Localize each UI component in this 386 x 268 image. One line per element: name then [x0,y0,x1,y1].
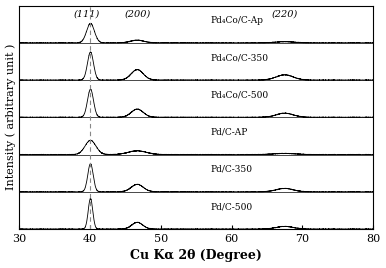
Text: Pd/C-350: Pd/C-350 [210,165,252,174]
X-axis label: Cu Kα 2θ (Degree): Cu Kα 2θ (Degree) [130,250,262,262]
Text: (111): (111) [73,9,99,18]
Text: (200): (200) [124,9,151,18]
Text: (220): (220) [272,9,298,18]
Text: Pd₄Co/C-350: Pd₄Co/C-350 [210,53,268,62]
Text: Pd₄Co/C-500: Pd₄Co/C-500 [210,90,268,99]
Text: Pd/C-AP: Pd/C-AP [210,128,248,137]
Text: Pd/C-500: Pd/C-500 [210,202,252,211]
Y-axis label: Intensity ( arbitrary unit ): Intensity ( arbitrary unit ) [5,44,16,191]
Text: Pd₄Co/C-Ap: Pd₄Co/C-Ap [210,16,263,25]
